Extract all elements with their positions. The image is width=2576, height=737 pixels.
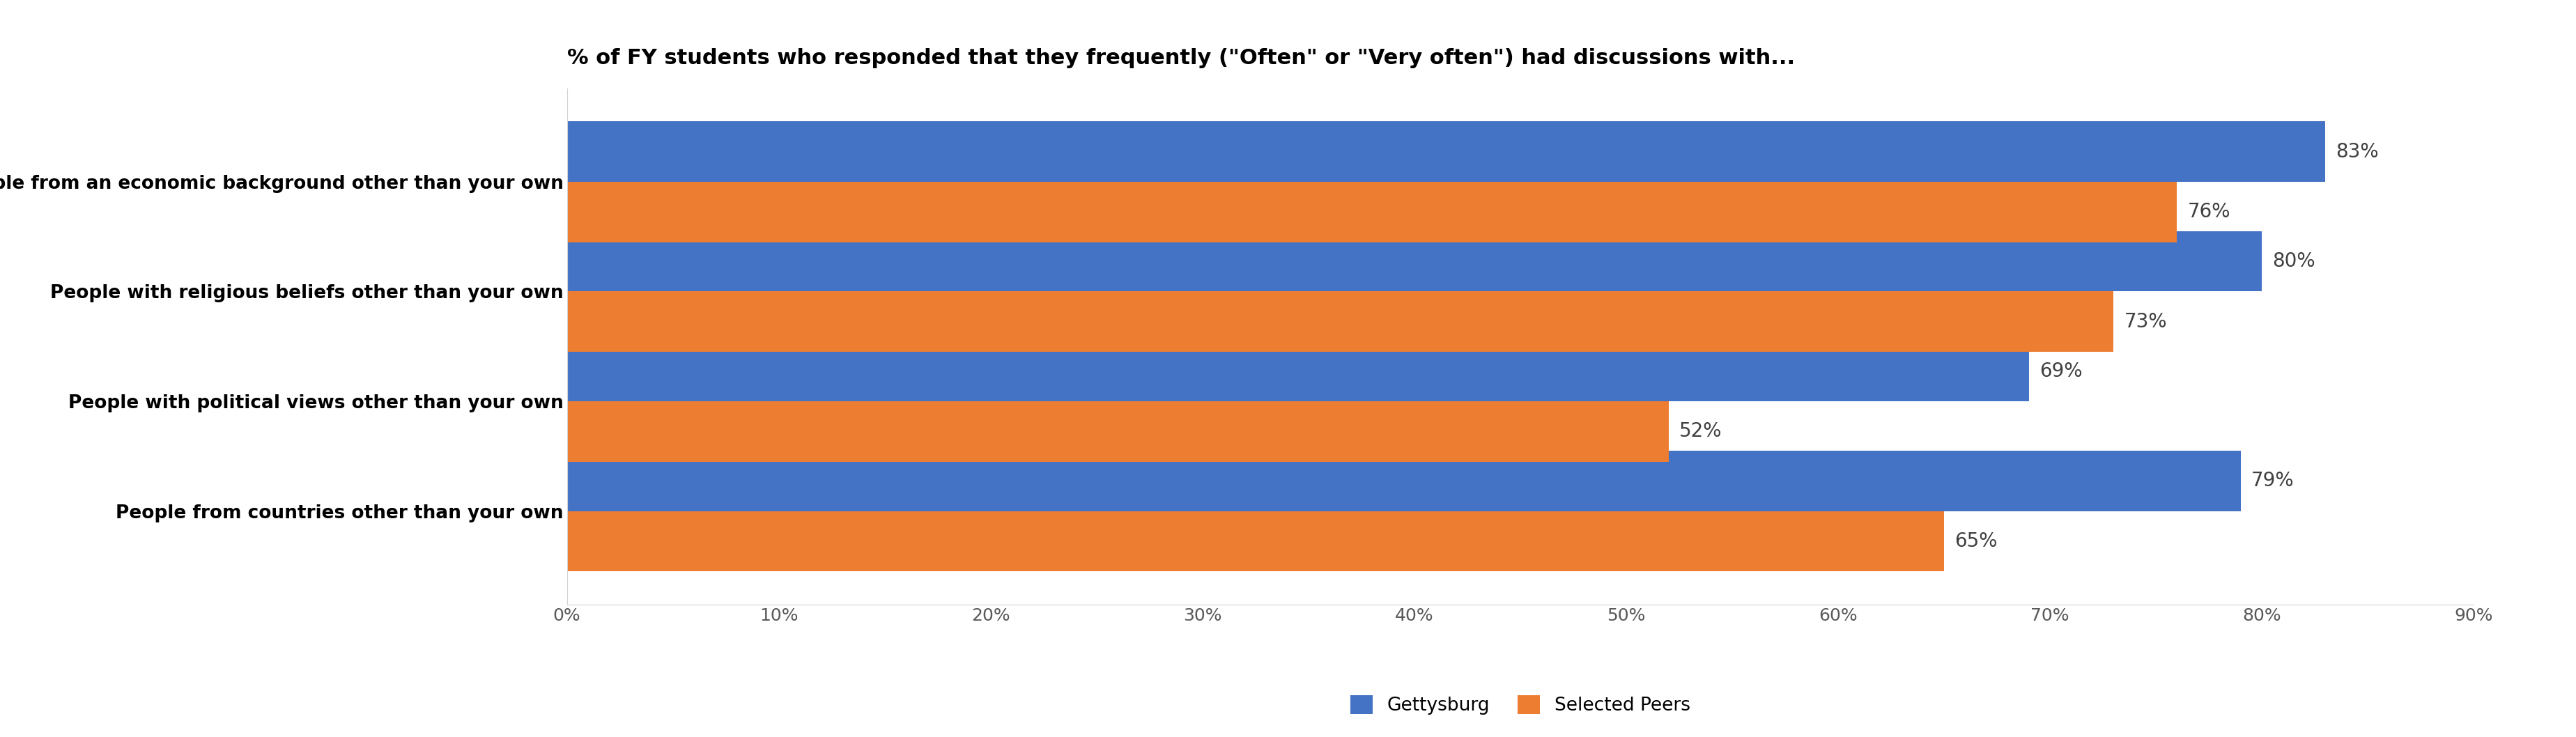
Bar — [567, 450, 2241, 511]
Bar — [567, 292, 2112, 352]
Text: 65%: 65% — [1955, 531, 1996, 551]
Bar — [567, 401, 1669, 461]
Legend: Gettysburg, Selected Peers: Gettysburg, Selected Peers — [1340, 685, 1700, 724]
Bar — [567, 182, 2177, 242]
Text: 83%: 83% — [2336, 142, 2378, 161]
Text: 79%: 79% — [2251, 471, 2293, 491]
Text: 76%: 76% — [2187, 202, 2231, 222]
Bar — [567, 511, 1942, 571]
Text: 52%: 52% — [1680, 422, 1721, 441]
Bar — [567, 122, 2324, 182]
Text: 73%: 73% — [2123, 312, 2166, 332]
Text: 80%: 80% — [2272, 251, 2316, 271]
Bar — [567, 341, 2027, 401]
Text: % of FY students who responded that they frequently ("Often" or "Very often") ha: % of FY students who responded that they… — [567, 48, 1795, 69]
Bar — [567, 231, 2262, 292]
Text: 69%: 69% — [2038, 361, 2081, 381]
